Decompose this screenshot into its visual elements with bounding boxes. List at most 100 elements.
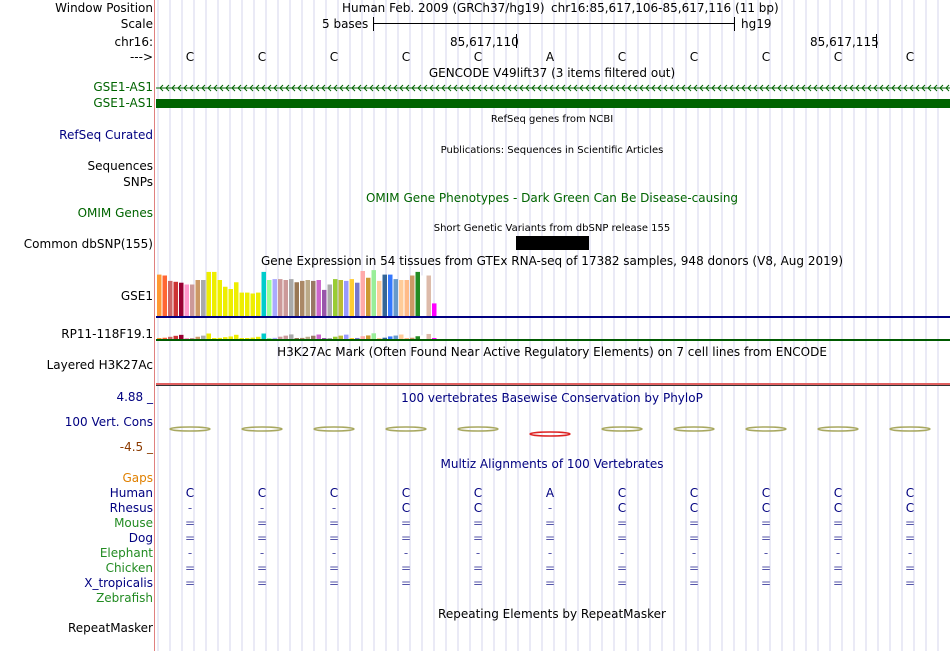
strand-arrow (213, 84, 218, 92)
strand-arrow (195, 84, 200, 92)
species-label-mouse[interactable]: Mouse (114, 516, 153, 530)
snps-label[interactable]: SNPs (123, 175, 153, 189)
strand-arrow (513, 84, 518, 92)
gse1-as1-feature-1[interactable] (156, 82, 950, 92)
base-5: A (545, 50, 555, 64)
species-label-zebrafish[interactable]: Zebrafish (96, 591, 153, 605)
strand-arrow (801, 84, 806, 92)
omim-title: OMIM Gene Phenotypes - Dark Green Can Be… (365, 191, 739, 205)
omim-label[interactable]: OMIM Genes (77, 206, 153, 220)
strand-arrow (291, 84, 296, 92)
base-3: C (401, 50, 411, 64)
strand-arrow (453, 84, 458, 92)
align-cell: C (473, 486, 483, 500)
repeat-title: Repeating Elements by RepeatMasker (438, 607, 666, 621)
strand-arrow (879, 84, 884, 92)
phylop-label[interactable]: 100 Vert. Cons (64, 415, 153, 429)
strand-arrow (945, 84, 950, 92)
strand-arrow (567, 84, 572, 92)
strand-arrow (849, 84, 854, 92)
align-cell: = (400, 561, 412, 575)
align-cell: = (400, 531, 412, 545)
repeat-label[interactable]: RepeatMasker (67, 621, 153, 635)
phylop-mark-8 (745, 426, 787, 432)
strand-arrow (819, 84, 824, 92)
align-cell: = (760, 576, 772, 590)
strand-arrow (669, 84, 674, 92)
strand-arrow (393, 84, 398, 92)
dbsnp-label[interactable]: Common dbSNP(155) (23, 237, 153, 251)
strand-arrow (561, 84, 566, 92)
strand-arrow (321, 84, 326, 92)
strand-arrow (471, 84, 476, 92)
strand-arrow (231, 84, 236, 92)
rp11-bar-1 (162, 337, 167, 339)
gse1-as1-label-1[interactable]: GSE1-AS1 (93, 80, 153, 94)
rp11-bar-36 (355, 337, 360, 339)
align-cell: C (833, 501, 843, 515)
rp11-bar-24 (289, 334, 294, 339)
coord-tick-1 (516, 34, 517, 48)
strand-arrow (603, 84, 608, 92)
rp11-bar-12 (223, 337, 228, 339)
strand-arrow (543, 84, 548, 92)
rp11-bar-34 (344, 334, 349, 339)
phylop-mark-6 (601, 426, 643, 432)
strand-arrow (399, 84, 404, 92)
dbsnp-variant[interactable] (516, 236, 589, 250)
species-label-rhesus[interactable]: Rhesus (109, 501, 153, 515)
rp11-bar-49 (426, 333, 431, 339)
strand-arrow (915, 84, 920, 92)
rp11-bar-47 (415, 336, 420, 339)
species-label-chicken[interactable]: Chicken (105, 561, 153, 575)
strand-arrow (165, 84, 170, 92)
rp11-label[interactable]: RP11-118F19.1 (61, 327, 153, 341)
strand-arrow (489, 84, 494, 92)
align-cell: = (400, 516, 412, 530)
rp11-bar-41 (382, 337, 387, 339)
gtex-bar-31 (327, 284, 332, 316)
align-cell: - (259, 546, 265, 560)
rp11-gtex-bars[interactable] (156, 330, 950, 342)
rp11-bar-8 (201, 335, 206, 339)
gtex-bar-16 (245, 292, 250, 316)
gse1-as1-feature-2[interactable] (156, 99, 950, 108)
strand-arrow (837, 84, 842, 92)
h3k27-label[interactable]: Layered H3K27Ac (46, 358, 153, 372)
align-cell: = (472, 561, 484, 575)
rp11-bar-38 (366, 335, 371, 339)
strand-arrow (219, 84, 224, 92)
strand-arrow (843, 84, 848, 92)
strand-arrow (423, 84, 428, 92)
gtex-bar-chart[interactable] (156, 268, 950, 320)
species-label-x_tropicalis[interactable]: X_tropicalis (84, 576, 153, 590)
align-cell: C (689, 501, 699, 515)
strand-arrow (921, 84, 926, 92)
gse1-as1-label-2[interactable]: GSE1-AS1 (93, 96, 153, 110)
rp11-bar-11 (217, 337, 222, 339)
species-label-human[interactable]: Human (109, 486, 153, 500)
rp11-bar-9 (206, 333, 211, 339)
strand-arrow (381, 84, 386, 92)
rp11-bar-40 (377, 338, 382, 339)
strand-arrow (375, 84, 380, 92)
species-label-elephant[interactable]: Elephant (99, 546, 153, 560)
strand-arrow (261, 84, 266, 92)
rp11-bar-13 (228, 336, 233, 339)
refseq-label[interactable]: RefSeq Curated (59, 128, 153, 142)
gtex-bar-29 (316, 280, 321, 316)
rp11-bar-14 (234, 334, 239, 339)
strand-arrow (435, 84, 440, 92)
phylop-mark-10 (889, 426, 931, 432)
species-label-dog[interactable]: Dog (128, 531, 153, 545)
rp11-bar-31 (327, 338, 332, 339)
gaps-label[interactable]: Gaps (122, 471, 153, 485)
strand-arrow (777, 84, 782, 92)
strand-arrow (507, 84, 512, 92)
assembly-label: Human Feb. 2009 (GRCh37/hg19) (342, 1, 545, 15)
gse1-gtex-label[interactable]: GSE1 (120, 289, 153, 303)
sequences-label[interactable]: Sequences (87, 159, 153, 173)
align-cell: - (259, 501, 265, 515)
phylop-mark-4 (457, 426, 499, 432)
strand-arrow (531, 84, 536, 92)
